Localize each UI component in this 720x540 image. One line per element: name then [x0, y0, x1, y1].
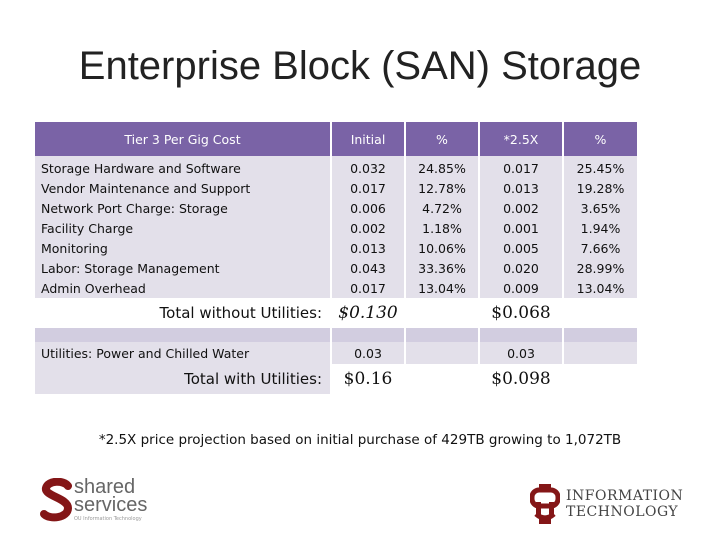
row-initial: 0.043	[330, 258, 405, 278]
shared-services-logo: shared services OU Information Technolog…	[40, 477, 147, 526]
table-row: Network Port Charge: Storage 0.006 4.72% 0.…	[35, 198, 637, 218]
utilities-label: Utilities: Power and Chilled Water	[35, 342, 331, 364]
row-2-5x: 0.009	[478, 278, 563, 298]
header-percent-2-5x: %	[562, 122, 637, 156]
it-logo-line2: TECHNOLOGY	[566, 504, 679, 520]
row-percent-initial: 1.18%	[404, 218, 479, 238]
row-initial: 0.006	[330, 198, 405, 218]
row-initial: 0.013	[330, 238, 405, 258]
row-percent-2-5x: 25.45%	[562, 156, 637, 178]
row-2-5x: 0.017	[478, 156, 563, 178]
total-without-utilities-row: Total without Utilities: $0.130 $0.068	[34, 298, 637, 328]
shared-services-line1: shared	[74, 476, 136, 498]
total-without-initial: $0.130	[330, 298, 405, 328]
utilities-empty-2	[562, 342, 637, 364]
total-with-utilities-row: Total with Utilities: $0.16 $0.098	[35, 364, 637, 394]
it-logo-line1: INFORMATION	[566, 488, 684, 504]
row-percent-2-5x: 1.94%	[562, 218, 637, 238]
shared-services-s-icon	[40, 477, 73, 522]
total-with-2-5x: $0.098	[478, 364, 563, 394]
cost-table: Tier 3 Per Gig Cost Initial % *2.5X % St…	[34, 122, 637, 394]
table-row: Storage Hardware and Software 0.032 24.85%…	[35, 156, 637, 178]
table-row: Vendor Maintenance and Support 0.017 12.78…	[35, 178, 637, 198]
row-label: Vendor Maintenance and Support	[35, 178, 331, 198]
row-2-5x: 0.013	[478, 178, 563, 198]
header-initial: Initial	[330, 122, 405, 156]
total-with-empty	[404, 364, 479, 394]
row-2-5x: 0.005	[478, 238, 563, 258]
row-label: Storage Hardware and Software	[35, 156, 331, 178]
total-without-label: Total without Utilities:	[34, 298, 331, 328]
ou-it-logo: INFORMATION TECHNOLOGY	[529, 484, 683, 528]
row-percent-initial: 10.06%	[404, 238, 479, 258]
utilities-empty	[404, 342, 479, 364]
table-row: Labor: Storage Management 0.043 33.36% 0.02…	[35, 258, 637, 278]
total-without-empty	[404, 298, 479, 328]
total-without-2-5x: $0.068	[478, 298, 563, 328]
row-percent-initial: 13.04%	[404, 278, 479, 298]
footnote: *2.5X price projection based on initial …	[98, 432, 622, 448]
row-percent-initial: 12.78%	[404, 178, 479, 198]
row-percent-2-5x: 19.28%	[562, 178, 637, 198]
row-label: Network Port Charge: Storage	[35, 198, 331, 218]
shared-services-sub: OU Information Technology	[74, 516, 142, 522]
row-label: Facility Charge	[35, 218, 331, 238]
total-with-empty-2	[562, 364, 637, 394]
row-initial: 0.002	[330, 218, 405, 238]
table-row: Facility Charge 0.002 1.18% 0.001 1.94%	[35, 218, 637, 238]
row-2-5x: 0.002	[478, 198, 563, 218]
header-2-5x: *2.5X	[478, 122, 563, 156]
header-tier3-cost: Tier 3 Per Gig Cost	[35, 122, 331, 156]
row-percent-2-5x: 13.04%	[562, 278, 637, 298]
row-initial: 0.017	[330, 278, 405, 298]
row-label: Labor: Storage Management	[35, 258, 331, 278]
row-initial: 0.017	[330, 178, 405, 198]
header-percent-initial: %	[404, 122, 479, 156]
ou-interlock-icon	[529, 484, 561, 524]
spacer-row	[35, 328, 637, 342]
total-without-empty-2	[562, 298, 637, 328]
total-with-label: Total with Utilities:	[35, 364, 331, 394]
table-row: Monitoring 0.013 10.06% 0.005 7.66%	[35, 238, 637, 258]
table-row: Admin Overhead 0.017 13.04% 0.009 13.04%	[35, 278, 637, 298]
row-label: Monitoring	[35, 238, 331, 258]
row-initial: 0.032	[330, 156, 405, 178]
row-percent-2-5x: 28.99%	[562, 258, 637, 278]
row-2-5x: 0.001	[478, 218, 563, 238]
utilities-2-5x: 0.03	[478, 342, 563, 364]
utilities-row: Utilities: Power and Chilled Water 0.03 …	[35, 342, 637, 364]
row-percent-initial: 4.72%	[404, 198, 479, 218]
total-with-initial: $0.16	[330, 364, 405, 394]
utilities-initial: 0.03	[330, 342, 405, 364]
shared-services-line2: services	[74, 494, 148, 516]
row-percent-initial: 24.85%	[404, 156, 479, 178]
row-percent-2-5x: 3.65%	[562, 198, 637, 218]
row-percent-initial: 33.36%	[404, 258, 479, 278]
table-header-row: Tier 3 Per Gig Cost Initial % *2.5X %	[35, 122, 637, 156]
row-2-5x: 0.020	[478, 258, 563, 278]
row-label: Admin Overhead	[35, 278, 331, 298]
row-percent-2-5x: 7.66%	[562, 238, 637, 258]
slide-title: Enterprise Block (SAN) Storage	[78, 44, 642, 88]
